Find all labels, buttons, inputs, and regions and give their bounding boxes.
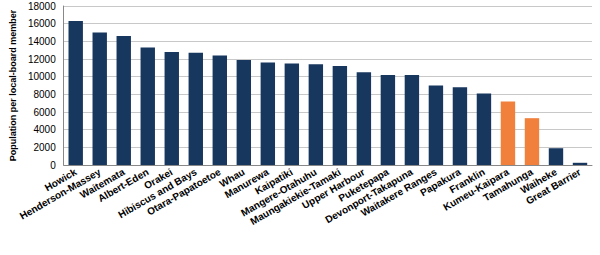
svg-text:Maungakiekie-Tamaki: Maungakiekie-Tamaki bbox=[248, 166, 343, 227]
svg-text:14000: 14000 bbox=[28, 36, 56, 47]
svg-text:2000: 2000 bbox=[33, 142, 56, 153]
svg-text:Kumeu-Kaipara: Kumeu-Kaipara bbox=[441, 166, 511, 213]
svg-text:Mangere-Otahuhu: Mangere-Otahuhu bbox=[239, 166, 319, 219]
svg-text:Henderson-Massey: Henderson-Massey bbox=[17, 166, 103, 222]
svg-text:Hibiscus and Bays: Hibiscus and Bays bbox=[116, 166, 199, 221]
svg-text:0: 0 bbox=[50, 160, 56, 171]
svg-text:Manurewa: Manurewa bbox=[222, 166, 271, 201]
svg-text:10000: 10000 bbox=[28, 71, 56, 82]
svg-text:Whau: Whau bbox=[217, 166, 247, 190]
svg-text:16000: 16000 bbox=[28, 18, 56, 29]
svg-text:Tamahunga: Tamahunga bbox=[481, 166, 535, 204]
svg-text:Devonport-Takapuna: Devonport-Takapuna bbox=[323, 166, 415, 226]
svg-text:12000: 12000 bbox=[28, 54, 56, 65]
svg-text:6000: 6000 bbox=[33, 107, 56, 118]
svg-text:Albert-Eden: Albert-Eden bbox=[96, 166, 151, 205]
svg-text:Howick: Howick bbox=[42, 166, 79, 194]
svg-text:18000: 18000 bbox=[28, 1, 56, 12]
svg-text:Waitemata: Waitemata bbox=[78, 166, 127, 201]
svg-text:Franklin: Franklin bbox=[447, 166, 487, 196]
svg-text:Papakura: Papakura bbox=[418, 166, 463, 199]
svg-text:Population per local-board mem: Population per local-board member bbox=[8, 9, 18, 161]
svg-text:4000: 4000 bbox=[33, 124, 56, 135]
svg-text:Upper Harbour: Upper Harbour bbox=[300, 166, 367, 211]
svg-text:Waitakere Ranges: Waitakere Ranges bbox=[359, 166, 439, 219]
svg-text:Otara-Papatoetoe: Otara-Papatoetoe bbox=[145, 166, 223, 217]
svg-text:Great Barrier: Great Barrier bbox=[524, 166, 583, 206]
svg-text:Kaipatiki: Kaipatiki bbox=[253, 166, 295, 197]
svg-text:8000: 8000 bbox=[33, 89, 56, 100]
svg-text:Waiheke: Waiheke bbox=[518, 166, 559, 196]
svg-text:Puketepapa: Puketepapa bbox=[336, 166, 391, 204]
svg-text:Orakei: Orakei bbox=[142, 166, 175, 192]
